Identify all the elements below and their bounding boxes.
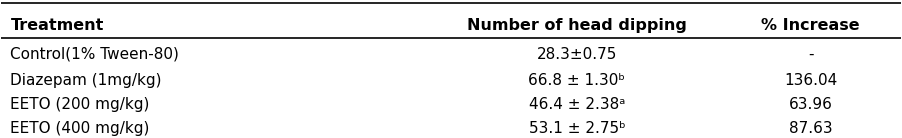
Text: 87.63: 87.63 (789, 121, 833, 136)
Text: 46.4 ± 2.38ᵃ: 46.4 ± 2.38ᵃ (529, 97, 625, 112)
Text: EETO (400 mg/kg): EETO (400 mg/kg) (11, 121, 150, 136)
Text: 53.1 ± 2.75ᵇ: 53.1 ± 2.75ᵇ (529, 121, 625, 136)
Text: % Increase: % Increase (761, 18, 860, 33)
Text: EETO (200 mg/kg): EETO (200 mg/kg) (11, 97, 150, 112)
Text: 136.04: 136.04 (784, 73, 837, 88)
Text: 63.96: 63.96 (788, 97, 833, 112)
Text: Diazepam (1mg/kg): Diazepam (1mg/kg) (11, 73, 161, 88)
Text: 28.3±0.75: 28.3±0.75 (537, 47, 617, 62)
Text: -: - (808, 47, 814, 62)
Text: Treatment: Treatment (11, 18, 104, 33)
Text: Number of head dipping: Number of head dipping (467, 18, 686, 33)
Text: Control(1% Tween-80): Control(1% Tween-80) (11, 47, 179, 62)
Text: 66.8 ± 1.30ᵇ: 66.8 ± 1.30ᵇ (529, 73, 625, 88)
